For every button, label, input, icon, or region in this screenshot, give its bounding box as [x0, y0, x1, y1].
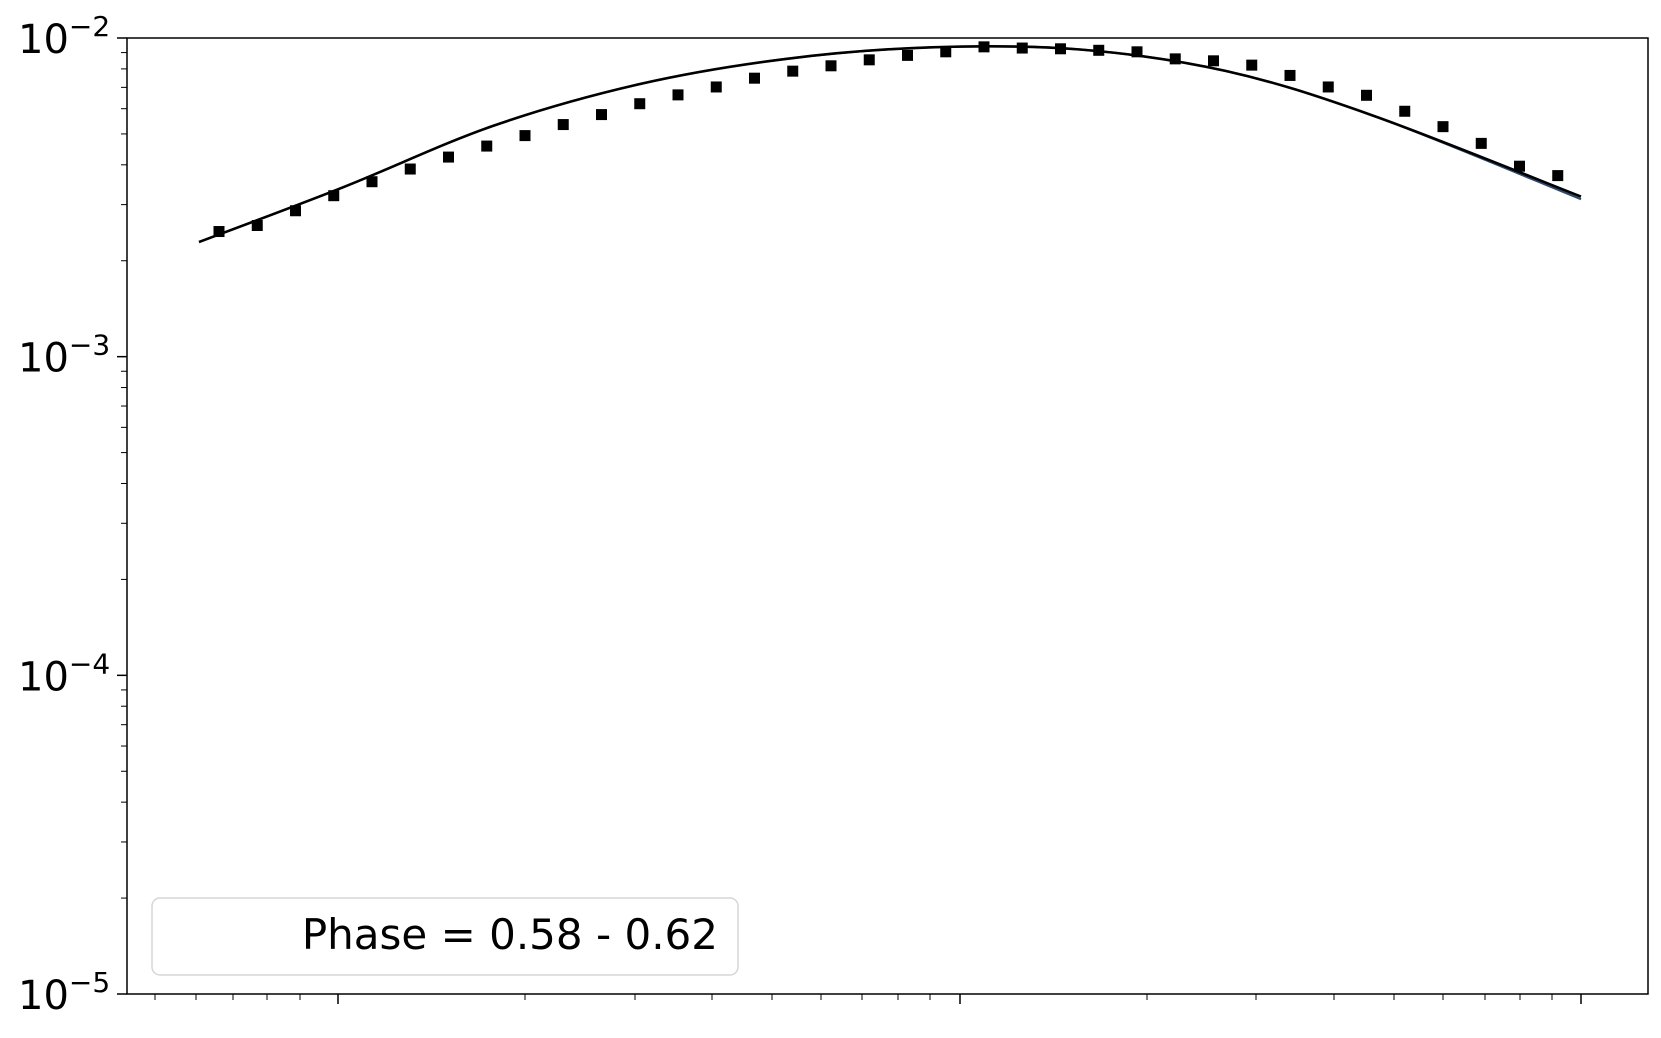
- data-point: [672, 89, 684, 101]
- data-point: [825, 60, 837, 72]
- data-point: [1016, 42, 1028, 54]
- data-point: [557, 119, 569, 131]
- data-point: [1475, 137, 1487, 149]
- data-point: [1055, 43, 1066, 55]
- data-point: [481, 140, 493, 152]
- data-point: [787, 65, 799, 77]
- legend: Phase = 0.58 - 0.62: [151, 897, 739, 976]
- plot-area: [198, 41, 1582, 244]
- y-tick-label: 10−4: [18, 647, 110, 700]
- legend-frame: [151, 897, 739, 976]
- data-point: [443, 151, 454, 163]
- axes: 10−5 10−4 10−3 10−2: [18, 10, 1649, 1019]
- series-line: [198, 44, 1582, 244]
- data-point: [404, 163, 416, 175]
- data-point: [1093, 44, 1105, 56]
- data-point: [1169, 53, 1181, 65]
- data-point: [1131, 46, 1143, 58]
- data-point: [213, 226, 225, 238]
- data-point: [863, 54, 875, 66]
- data-point: [1284, 69, 1296, 81]
- data-point: [749, 72, 760, 84]
- data-point: [290, 205, 301, 217]
- series-line: [198, 45, 1582, 244]
- data-point: [634, 98, 646, 110]
- data-point: [978, 41, 990, 53]
- data-point: [710, 81, 722, 93]
- data-point: [940, 46, 952, 58]
- data-point: [519, 130, 531, 142]
- data-point: [1361, 89, 1372, 101]
- data-point: [251, 219, 263, 231]
- data-point: [902, 49, 913, 61]
- data-point: [1552, 170, 1564, 182]
- y-tick-label: 10−3: [18, 329, 110, 382]
- data-point: [328, 190, 340, 202]
- data-point: [1399, 105, 1411, 117]
- data-point: [596, 109, 607, 121]
- data-point: [1246, 59, 1258, 71]
- y-tick-label: 10−5: [18, 966, 110, 1019]
- data-point: [1514, 160, 1525, 172]
- y-tick-label: 10−2: [18, 10, 110, 63]
- legend-entry: Phase = 0.58 - 0.62: [302, 910, 718, 959]
- plot-frame: [126, 37, 1649, 995]
- data-point: [366, 176, 378, 188]
- data-point: [1437, 121, 1449, 133]
- data-point: [1322, 81, 1334, 93]
- data-point: [1208, 55, 1219, 67]
